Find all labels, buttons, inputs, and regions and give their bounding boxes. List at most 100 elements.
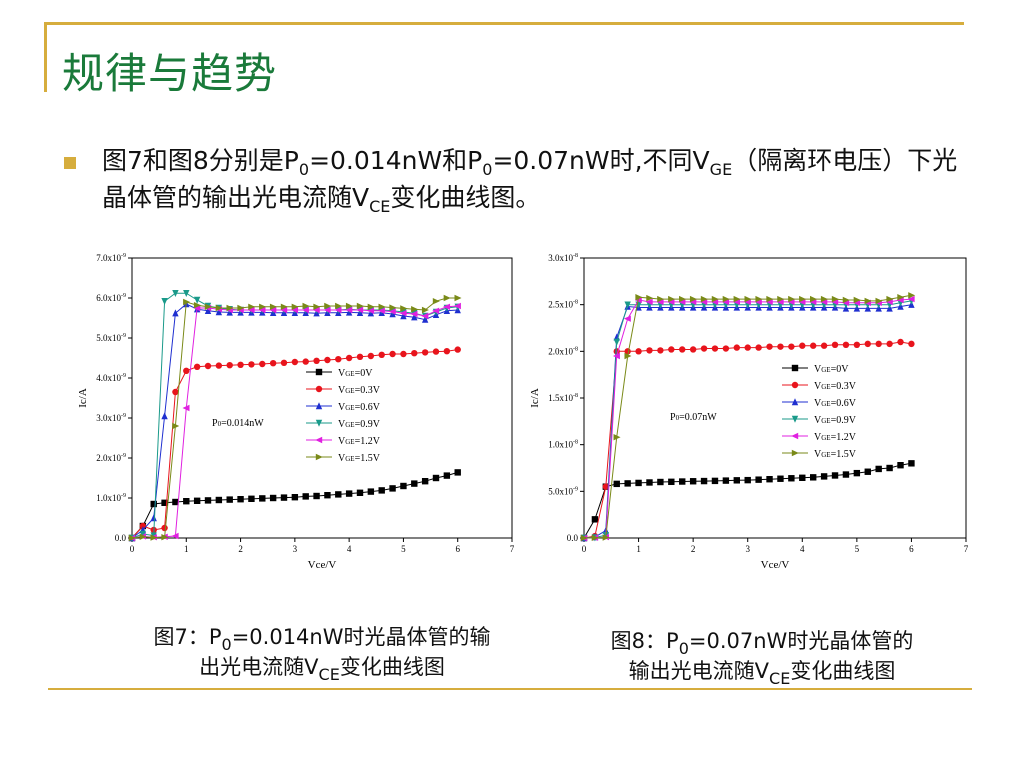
data-point	[193, 304, 201, 312]
data-point	[711, 345, 719, 352]
data-point	[161, 499, 168, 506]
x-tick-label: 5	[855, 544, 860, 554]
data-point	[443, 303, 451, 310]
data-point	[182, 404, 190, 412]
data-point	[378, 303, 386, 310]
data-point	[313, 357, 320, 364]
x-tick-label: 3	[745, 544, 750, 554]
data-point	[679, 346, 686, 353]
data-point	[312, 306, 320, 314]
slide-title: 规律与趋势	[62, 49, 278, 98]
data-point	[700, 345, 708, 352]
legend-marker	[791, 449, 799, 457]
data-point	[128, 534, 136, 542]
left-accent-bar	[44, 22, 47, 92]
legend-marker	[791, 381, 799, 389]
data-point	[766, 295, 774, 303]
data-point	[646, 347, 653, 354]
data-point	[324, 356, 331, 364]
data-point	[766, 343, 773, 350]
data-point	[291, 306, 299, 314]
data-point	[765, 298, 773, 306]
y-tick-label: 6.0x10-9	[96, 293, 126, 303]
bottom-divider	[48, 688, 972, 690]
series-3	[580, 297, 915, 542]
data-point	[453, 302, 461, 310]
data-point	[776, 298, 784, 306]
series-1	[580, 338, 915, 542]
data-point	[613, 338, 620, 346]
data-point	[280, 359, 288, 366]
legend-label: VGE=0.3V	[814, 381, 857, 392]
data-point	[853, 469, 861, 477]
x-tick-label: 1	[184, 544, 189, 554]
data-point	[886, 464, 893, 472]
data-point	[820, 298, 828, 306]
data-point	[809, 298, 817, 306]
data-point	[897, 338, 904, 346]
data-point	[356, 302, 364, 310]
data-point	[367, 488, 375, 495]
data-point	[798, 298, 806, 306]
data-point	[908, 340, 915, 348]
data-point	[711, 477, 719, 485]
data-point	[334, 306, 342, 314]
data-point	[410, 310, 418, 318]
data-point	[204, 307, 212, 314]
data-point	[432, 474, 440, 482]
y-tick-label: 4.0x10-9	[96, 373, 126, 383]
data-point	[635, 294, 643, 301]
data-point	[421, 312, 429, 320]
data-point	[171, 532, 179, 540]
data-point	[602, 483, 610, 490]
top-divider	[44, 22, 964, 25]
data-point	[400, 350, 407, 358]
data-point	[711, 298, 719, 306]
data-point	[183, 298, 191, 306]
data-point	[215, 496, 223, 504]
data-point	[810, 295, 817, 303]
legend-label: VGE=0.9V	[814, 415, 857, 426]
data-point	[400, 482, 407, 490]
data-point	[810, 342, 817, 349]
series-line	[131, 471, 458, 539]
x-tick-label: 2	[691, 544, 696, 554]
legend: VGE=0V VGE=0.3V VGE=0.6V VGE=0.9V VGE=1.2V VG…	[782, 364, 857, 460]
data-point	[689, 346, 697, 353]
y-axis-label: Ic/A	[77, 388, 89, 408]
series-0	[128, 469, 461, 542]
data-point	[302, 358, 309, 365]
data-point	[248, 361, 255, 368]
data-point	[820, 295, 828, 303]
data-point	[831, 472, 839, 479]
series-line	[131, 305, 458, 539]
data-point	[591, 534, 599, 542]
data-point	[864, 297, 872, 305]
data-point	[646, 479, 653, 486]
legend-marker	[315, 436, 323, 444]
data-point	[787, 298, 795, 306]
data-point	[853, 341, 861, 348]
data-point	[378, 487, 385, 494]
data-point	[247, 306, 255, 314]
data-point	[313, 492, 320, 500]
data-point	[411, 480, 418, 487]
x-tick-label: 2	[238, 544, 243, 554]
series-4	[128, 302, 461, 542]
data-point	[624, 352, 632, 360]
data-point	[356, 353, 364, 360]
series-line	[131, 349, 458, 539]
data-point	[668, 295, 676, 303]
x-tick-label: 3	[293, 544, 298, 554]
data-point	[788, 475, 795, 482]
series-5	[128, 294, 462, 542]
data-point	[580, 534, 588, 542]
data-point	[689, 478, 697, 485]
series-line	[583, 304, 912, 539]
data-point	[744, 295, 752, 303]
data-point	[183, 367, 190, 374]
y-tick-label: 1.0x10-8	[548, 440, 578, 450]
legend-label: VGE=0.3V	[338, 385, 381, 396]
legend-label: VGE=1.5V	[338, 453, 381, 464]
bullet-text: 图7和图8分别是P0=0.014nW和P0=0.07nW时,不同VGE（隔离环电…	[102, 146, 958, 216]
